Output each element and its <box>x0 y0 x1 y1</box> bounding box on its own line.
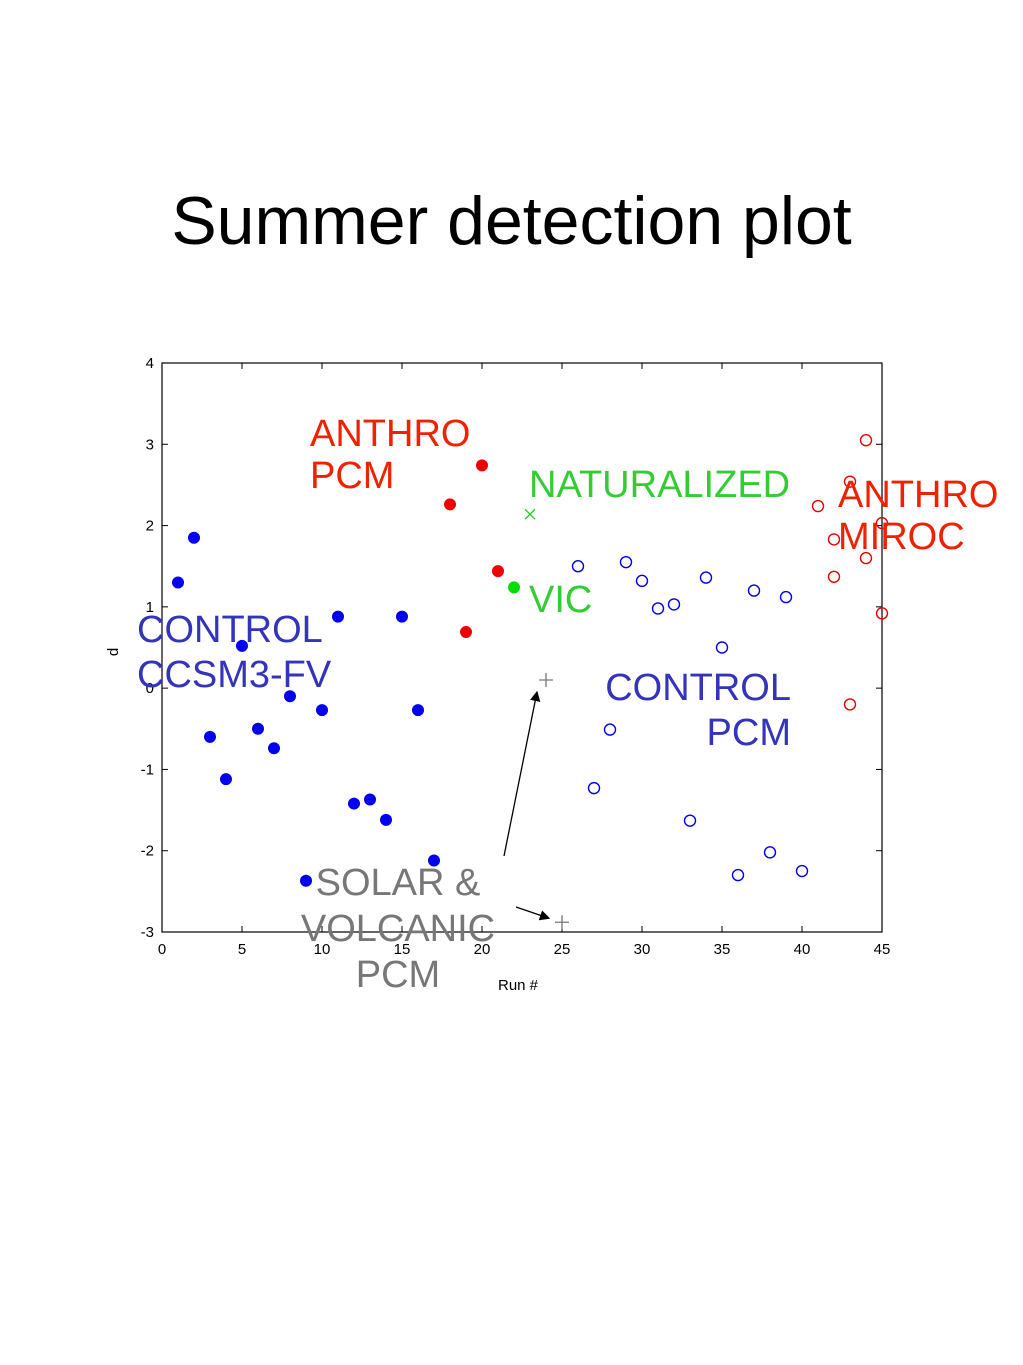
control-pcm-point <box>699 571 713 584</box>
data-points <box>172 434 889 930</box>
y-tick-label: 0 <box>146 680 154 697</box>
slide-title: Summer detection plot <box>171 183 852 259</box>
annotation-line: CONTROL <box>605 667 791 709</box>
y-tick-label: -3 <box>141 924 154 941</box>
x-tick-label: 25 <box>554 941 571 958</box>
plot-frame <box>161 362 883 933</box>
x-tick-label: 15 <box>394 941 411 958</box>
control-pcm-point <box>635 574 649 588</box>
control-pcm-point <box>763 846 777 859</box>
annotation-line: NATURALIZED <box>529 464 790 506</box>
annotation-line: CONTROL <box>137 609 323 651</box>
control-pcm-point <box>795 864 809 878</box>
control-pcm-point <box>715 641 729 654</box>
y-tick-label: -2 <box>141 843 154 860</box>
control-ccsm3-point <box>412 704 424 717</box>
annotation-line: ANTHRO <box>310 413 470 455</box>
control-ccsm3-point <box>396 610 408 623</box>
annotation-line: SOLAR & <box>316 862 481 904</box>
anthro-miroc-point <box>859 434 873 447</box>
anthro-pcm-point <box>460 626 472 639</box>
control-ccsm3-point <box>172 576 184 589</box>
control-ccsm3-point <box>316 704 328 717</box>
x-axis-label: Run # <box>498 977 539 994</box>
anthro-pcm-point <box>444 498 456 511</box>
x-tick-label: 10 <box>314 941 331 958</box>
annotation-line: CCSM3-FV <box>137 654 332 696</box>
x-tick-label: 40 <box>794 941 811 958</box>
solar-volcanic-arrow <box>503 690 541 857</box>
control-ccsm3-point <box>428 854 440 867</box>
anthro-miroc-point <box>843 698 857 711</box>
anthro-miroc-point <box>827 533 841 546</box>
control-ccsm3-point <box>348 797 360 810</box>
annotation-line: MIROC <box>838 516 965 558</box>
control-pcm-point <box>747 584 761 597</box>
solar-volcanic-point <box>539 673 553 688</box>
control-ccsm3-point <box>204 730 216 743</box>
plot-border <box>161 362 883 933</box>
x-tick-label: 45 <box>874 941 891 958</box>
annotation-line: PCM <box>310 455 394 497</box>
x-tick-label: 30 <box>634 941 651 958</box>
naturalized-point <box>524 508 536 520</box>
axis-ticks: 0 5 10 15 20 25 30 35 40 45 -3 -2 -1 0 1 2 3 4 <box>141 355 891 958</box>
control-ccsm3-point <box>300 874 312 887</box>
control-pcm-point <box>651 602 665 615</box>
anthro-pcm-point <box>492 565 504 578</box>
control-ccsm3-point <box>284 690 296 703</box>
control-ccsm3-point <box>332 610 344 623</box>
anthro-miroc-point <box>875 607 889 620</box>
anthro-miroc-point <box>875 516 889 530</box>
control-ccsm3-point <box>236 639 248 652</box>
control-ccsm3-point <box>252 722 264 735</box>
annotation-line: PCM <box>707 712 791 754</box>
anthro-miroc-point <box>859 551 873 565</box>
annotation-line: VOLCANIC <box>301 908 495 950</box>
vic-point <box>508 581 520 594</box>
y-tick-label: 3 <box>146 436 154 453</box>
x-tick-label: 5 <box>238 941 246 958</box>
control-pcm-point <box>571 560 585 573</box>
y-axis-label: d <box>105 648 122 656</box>
control-pcm-point <box>683 814 697 827</box>
x-tick-label: 20 <box>474 941 491 958</box>
annotation-line: ANTHRO <box>838 474 998 516</box>
y-tick-label: -1 <box>141 761 154 778</box>
naturalized-annotation: NATURALIZED <box>529 464 790 506</box>
control-pcm-point <box>619 555 633 569</box>
control-ccsm3-point <box>364 793 376 806</box>
solar-volcanic-point <box>555 915 569 930</box>
control-ccsm3-point <box>188 531 200 544</box>
anthro-miroc-point <box>843 475 857 488</box>
x-tick-label: 35 <box>714 941 731 958</box>
y-tick-label: 2 <box>146 518 154 535</box>
annotation-arrows <box>503 690 551 921</box>
anthro-miroc-point <box>827 570 841 583</box>
annotation-line: VIC <box>529 579 592 621</box>
control-pcm-point <box>779 590 793 604</box>
control-ccsm3-point <box>380 813 392 826</box>
y-tick-label: 1 <box>146 599 154 616</box>
control-pcm-point <box>603 723 617 736</box>
x-tick-label: 0 <box>158 941 166 958</box>
control-pcm-point <box>587 781 601 795</box>
annotation-line: PCM <box>356 954 440 996</box>
vic-annotation: VIC <box>529 579 592 621</box>
control-pcm-point <box>731 868 745 882</box>
control-pcm-point <box>667 598 681 611</box>
anthro-pcm-point <box>476 459 488 472</box>
solar-volcanic-arrow <box>515 906 551 921</box>
control-ccsm3-point <box>268 742 280 755</box>
y-tick-label: 4 <box>146 355 154 372</box>
anthro-miroc-point <box>811 499 825 513</box>
control-ccsm3-point <box>220 773 232 786</box>
